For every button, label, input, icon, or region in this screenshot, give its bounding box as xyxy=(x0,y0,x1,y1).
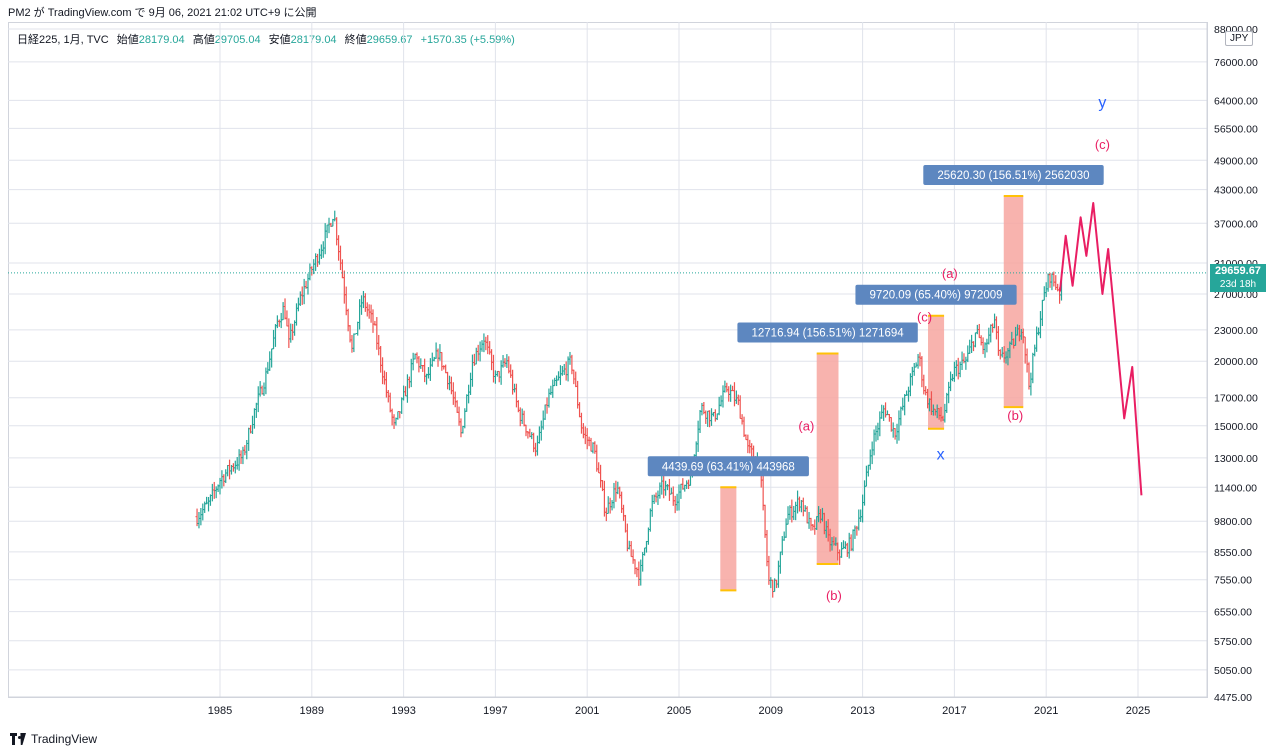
range-label-text: 12716.94 (156.51%) 1271694 xyxy=(752,328,905,340)
range-label-text: 4439.69 (63.41%) 443968 xyxy=(662,461,795,473)
x-tick-label: 1985 xyxy=(208,705,232,717)
low-label: 安値 xyxy=(268,34,291,46)
open-label: 始値 xyxy=(116,34,139,46)
open-value: 28179.04 xyxy=(138,34,185,46)
wave-label: (c) xyxy=(917,309,932,324)
x-tick-label: 1989 xyxy=(300,705,324,717)
last-price-value: 29659.67 xyxy=(1215,265,1261,277)
x-tick-label: 2001 xyxy=(575,705,599,717)
close-label: 終値 xyxy=(344,34,367,46)
brand-name: TradingView xyxy=(31,732,98,746)
wave-label: (b) xyxy=(1007,408,1023,423)
x-tick-label: 1993 xyxy=(391,705,415,717)
low-value: 28179.04 xyxy=(290,34,337,46)
publish-header: PM2 が TradingView.com で 9月 06, 2021 21:0… xyxy=(8,7,317,19)
y-tick-label: 7550.00 xyxy=(1214,575,1252,587)
y-tick-label: 8550.00 xyxy=(1214,547,1252,559)
wave-label: (a) xyxy=(798,418,814,433)
currency-button[interactable]: JPY xyxy=(1225,31,1254,46)
wave-label: (b) xyxy=(826,588,842,603)
x-tick-label: 2021 xyxy=(1034,705,1058,717)
range-label-box xyxy=(737,322,918,343)
x-tick-label: 1997 xyxy=(483,705,507,717)
y-tick-label: 43000.00 xyxy=(1214,185,1258,197)
tradingview-logo-icon xyxy=(10,733,26,745)
y-tick-label: 49000.00 xyxy=(1214,155,1258,167)
elliott-projection-line xyxy=(1058,202,1143,496)
symbol-label: 日経225, 1月, TVC xyxy=(17,34,109,46)
y-tick-label: 5050.00 xyxy=(1214,665,1252,677)
x-tick-label: 2005 xyxy=(667,705,691,717)
range-box xyxy=(720,487,737,591)
y-tick-label: 13000.00 xyxy=(1214,453,1258,465)
y-tick-label: 20000.00 xyxy=(1214,356,1258,368)
wave-label: y xyxy=(1098,95,1106,112)
y-tick-label: 6550.00 xyxy=(1214,607,1252,619)
y-tick-label: 37000.00 xyxy=(1214,218,1258,230)
y-tick-label: 15000.00 xyxy=(1214,421,1258,433)
y-tick-label: 4475.00 xyxy=(1214,692,1252,704)
wave-label: x xyxy=(937,447,945,464)
range-label-text: 25620.30 (156.51%) 2562030 xyxy=(937,170,1089,182)
x-tick-label: 2025 xyxy=(1126,705,1150,717)
bar-countdown: 23d 18h xyxy=(1219,279,1257,290)
y-tick-label: 64000.00 xyxy=(1214,95,1258,107)
y-tick-label: 56500.00 xyxy=(1214,123,1258,135)
last-price-tag: 29659.67 23d 18h xyxy=(1210,264,1266,292)
high-value: 29705.04 xyxy=(214,34,261,46)
range-label-box xyxy=(923,164,1104,185)
y-tick-label: 11400.00 xyxy=(1214,482,1257,494)
high-label: 高値 xyxy=(192,34,215,46)
y-tick-label: 9800.00 xyxy=(1214,516,1252,528)
ohlc-legend: 日経225, 1月, TVC 始値28179.04 高値29705.04 安値2… xyxy=(17,31,515,47)
wave-label: (a) xyxy=(942,266,958,281)
y-tick-label: 76000.00 xyxy=(1214,57,1258,69)
x-tick-label: 2017 xyxy=(942,705,966,717)
range-label-box xyxy=(855,284,1017,305)
y-tick-label: 17000.00 xyxy=(1214,393,1258,405)
range-label-box xyxy=(647,456,809,477)
x-tick-label: 2009 xyxy=(759,705,783,717)
change-value: +1570.35 (+5.59%) xyxy=(420,34,515,46)
wave-label: (c) xyxy=(1095,137,1110,152)
y-tick-label: 23000.00 xyxy=(1214,325,1258,337)
range-label-text: 9720.09 (65.40%) 972009 xyxy=(870,290,1003,302)
x-tick-label: 2013 xyxy=(850,705,874,717)
y-tick-label: 5750.00 xyxy=(1214,636,1252,648)
footer-brand[interactable]: TradingView xyxy=(10,732,97,746)
close-value: 29659.67 xyxy=(366,34,413,46)
